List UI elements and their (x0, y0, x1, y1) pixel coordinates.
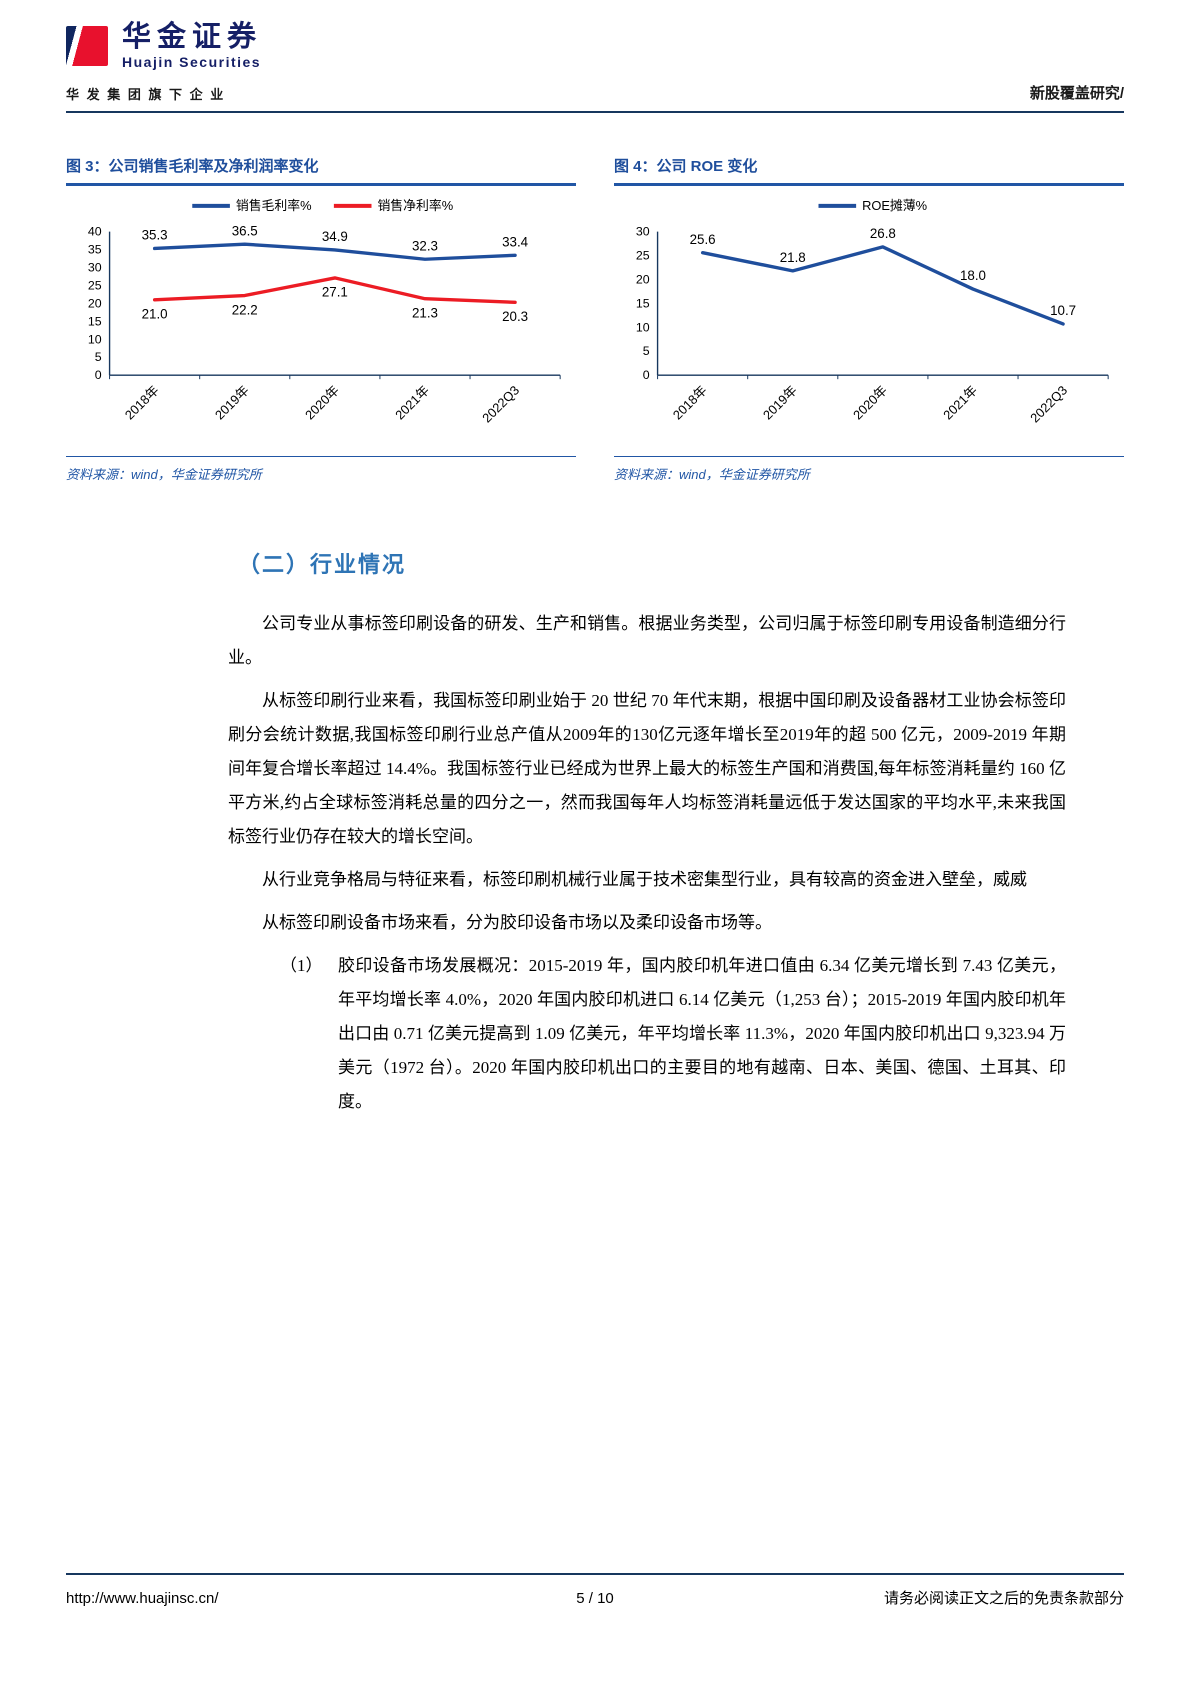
page-number: 5 / 10 (576, 1590, 614, 1607)
page-header: 华金证券 Huajin Securities 华 发 集 团 旗 下 企 业 新… (66, 21, 1124, 113)
data-label: 34.9 (322, 229, 348, 244)
data-label: 22.2 (232, 302, 258, 317)
header-divider (66, 110, 1124, 113)
data-label: 21.3 (412, 305, 438, 320)
x-tick-label: 2019年 (212, 382, 252, 422)
x-tick-label: 2020年 (302, 382, 342, 422)
data-label: 21.8 (780, 250, 806, 265)
y-tick-label: 10 (88, 332, 102, 346)
brand-name-cn: 华金证券 (122, 21, 263, 53)
header-subrow: 华 发 集 团 旗 下 企 业 新股覆盖研究/ (66, 82, 1124, 103)
website-link[interactable]: http://www.huajinsc.cn/ (66, 1590, 219, 1607)
y-tick-label: 30 (88, 260, 102, 274)
paragraph-1: 公司专业从事标签印刷设备的研发、生产和销售。根据业务类型，公司归属于标签印刷专用… (228, 614, 1066, 668)
company-tagline: 华 发 集 团 旗 下 企 业 (66, 86, 226, 102)
list-marker: （1） (280, 956, 323, 976)
figure-4-source: 资料来源：wind，华金证券研究所 (614, 456, 1124, 483)
x-tick-label: 2021年 (392, 382, 432, 422)
figure-4-title: 图 4：公司 ROE 变化 (614, 155, 1124, 186)
y-tick-label: 20 (636, 272, 650, 286)
y-tick-label: 0 (643, 368, 650, 382)
huajin-logo-icon (66, 25, 108, 66)
x-tick-label: 2022Q3 (1027, 382, 1070, 425)
data-label: 26.8 (870, 226, 896, 241)
y-tick-label: 15 (88, 314, 102, 328)
data-label: 20.3 (502, 309, 528, 324)
y-tick-label: 5 (95, 350, 102, 364)
series-line (152, 276, 517, 304)
brand-name-en: Huajin Securities (122, 53, 262, 70)
y-tick-label: 15 (636, 296, 650, 310)
roe-line-chart: ROE摊薄% 0 5 10 15 20 25 30 2018年 2019年 2020年 2021年 20… (636, 198, 1109, 425)
data-label: 18.0 (960, 268, 986, 283)
figure-3-source: 资料来源：wind，华金证券研究所 (66, 456, 576, 483)
x-tick-label: 2018年 (670, 382, 710, 422)
x-tick-label: 2020年 (850, 382, 890, 422)
y-tick-label: 5 (643, 344, 650, 358)
legend-label: 销售毛利率% (236, 198, 312, 213)
data-label: 10.7 (1050, 303, 1076, 318)
list-text: 胶印设备市场发展概况：2015-2019 年，国内胶印机年进口值由 6.34 亿… (338, 956, 1066, 1112)
y-tick-label: 40 (88, 224, 102, 238)
list-item: （1） 胶印设备市场发展概况：2015-2019 年，国内胶印机年进口值由 6.… (280, 949, 1066, 1119)
legend-label: ROE摊薄% (862, 198, 927, 213)
legend-label: 销售净利率% (377, 198, 453, 213)
y-tick-label: 0 (95, 368, 102, 382)
footer-row: http://www.huajinsc.cn/ 5 / 10 请务必阅读正文之后… (66, 1575, 1124, 1608)
y-tick-label: 10 (636, 320, 650, 334)
report-category: 新股覆盖研究/ (1029, 84, 1124, 102)
brand-block: 华金证券 Huajin Securities (122, 21, 263, 70)
footer-divider (66, 1573, 1124, 1575)
figure-3-title: 图 3：公司销售毛利率及净利润率变化 (66, 155, 576, 186)
x-tick-label: 2022Q3 (479, 382, 522, 425)
section-heading: （二）行业情况 (238, 552, 407, 578)
y-tick-label: 35 (88, 242, 102, 256)
figure-4: 图 4：公司 ROE 变化 ROE摊薄% 0 5 10 15 20 25 30 2018年 201… (614, 155, 1124, 483)
y-tick-label: 30 (636, 224, 650, 238)
x-tick-label: 2021年 (940, 382, 980, 422)
margin-line-chart: 销售毛利率% 销售净利率% 0 5 10 15 20 25 30 35 40 2018年 2019年 20… (88, 198, 561, 425)
data-label: 32.3 (412, 238, 438, 253)
paragraph-2: 从标签印刷行业来看，我国标签印刷业始于 20 世纪 70 年代末期，根据中国印刷… (228, 691, 1066, 847)
data-label: 35.3 (142, 227, 168, 242)
body-content: （二）行业情况 公司专业从事标签印刷设备的研发、生产和销售。根据业务类型，公司归… (228, 547, 1066, 1119)
x-tick-label: 2019年 (760, 382, 800, 422)
brand-row: 华金证券 Huajin Securities (66, 21, 1124, 70)
figures-row: 图 3：公司销售毛利率及净利润率变化 销售毛利率% 销售净利率% 0 5 10 15 20 2… (66, 155, 1124, 483)
series-line (700, 245, 1065, 326)
paragraph-4: 从标签印刷设备市场来看，分为胶印设备市场以及柔印设备市场等。 (262, 913, 772, 933)
data-label: 21.0 (142, 307, 168, 322)
paragraph-3: 从行业竞争格局与特征来看，标签印刷机械行业属于技术密集型行业，具有较高的资金进入… (262, 870, 1027, 890)
series-line (152, 242, 517, 261)
data-label: 33.4 (502, 234, 529, 249)
data-label: 27.1 (322, 285, 348, 300)
disclaimer-note: 请务必阅读正文之后的免责条款部分 (883, 1591, 1124, 1607)
y-tick-label: 25 (88, 278, 102, 292)
data-label: 36.5 (232, 223, 258, 238)
data-label: 25.6 (690, 232, 716, 247)
page-footer: http://www.huajinsc.cn/ 5 / 10 请务必阅读正文之后… (66, 1573, 1124, 1608)
figure-3: 图 3：公司销售毛利率及净利润率变化 销售毛利率% 销售净利率% 0 5 10 15 20 2… (66, 155, 576, 483)
y-tick-label: 25 (636, 248, 650, 262)
y-tick-label: 20 (88, 296, 102, 310)
x-tick-label: 2018年 (122, 382, 162, 422)
